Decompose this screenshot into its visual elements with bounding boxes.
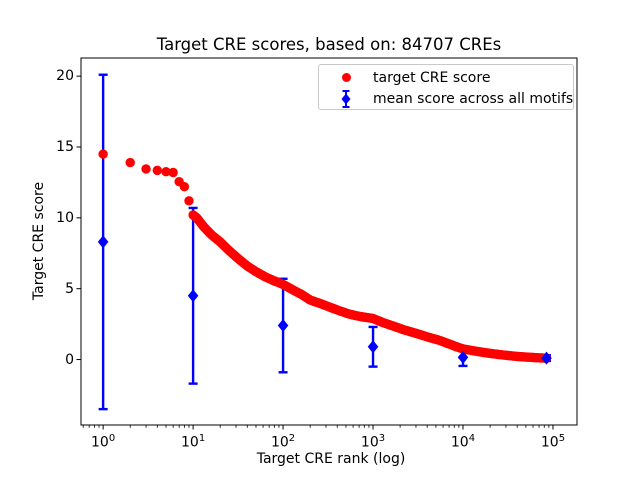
y-tick-label: 10 bbox=[56, 209, 74, 226]
chart-title: Target CRE scores, based on: 84707 CREs bbox=[156, 35, 502, 54]
red-scatter-point bbox=[98, 149, 108, 159]
blue-diamond-errorbar-icon bbox=[319, 89, 373, 109]
axes-frame bbox=[80, 57, 578, 426]
red-scatter-point bbox=[161, 166, 171, 177]
red-scatter-point bbox=[184, 196, 194, 206]
red-scatter-point bbox=[179, 181, 190, 192]
x-tick-label: 102 bbox=[270, 433, 296, 451]
legend-label: target CRE score bbox=[373, 69, 491, 86]
legend-label: mean score across all motifs bbox=[373, 90, 574, 107]
red-scatter-point bbox=[141, 164, 151, 174]
legend-entry-mean-score: mean score across all motifs bbox=[319, 88, 573, 109]
blue-diamond-marker bbox=[187, 289, 199, 303]
red-dot-icon bbox=[319, 73, 373, 82]
x-tick-label: 101 bbox=[180, 433, 206, 451]
blue-diamond-marker bbox=[367, 340, 379, 354]
y-tick-label: 0 bbox=[65, 351, 74, 368]
y-tick-label: 15 bbox=[56, 138, 74, 155]
x-tick-label: 103 bbox=[360, 433, 386, 451]
red-scatter-point bbox=[152, 165, 162, 176]
blue-diamond-marker bbox=[97, 235, 109, 249]
legend-entry-target-cre-score: target CRE score bbox=[319, 67, 573, 88]
data-layer bbox=[97, 73, 552, 411]
red-scatter-point bbox=[125, 157, 135, 168]
x-tick-label: 104 bbox=[450, 433, 476, 451]
legend: target CRE score mean score across all m… bbox=[318, 64, 574, 110]
y-tick-label: 20 bbox=[56, 68, 74, 85]
blue-diamond-marker bbox=[457, 350, 469, 364]
red-scatter-point bbox=[168, 167, 178, 178]
blue-diamond-marker bbox=[541, 351, 552, 365]
y-tick-label: 5 bbox=[65, 280, 74, 297]
x-tick-label: 100 bbox=[91, 433, 116, 451]
x-axis-label: Target CRE rank (log) bbox=[256, 451, 406, 467]
x-tick-label: 105 bbox=[540, 433, 566, 451]
blue-diamond-marker bbox=[277, 319, 289, 333]
